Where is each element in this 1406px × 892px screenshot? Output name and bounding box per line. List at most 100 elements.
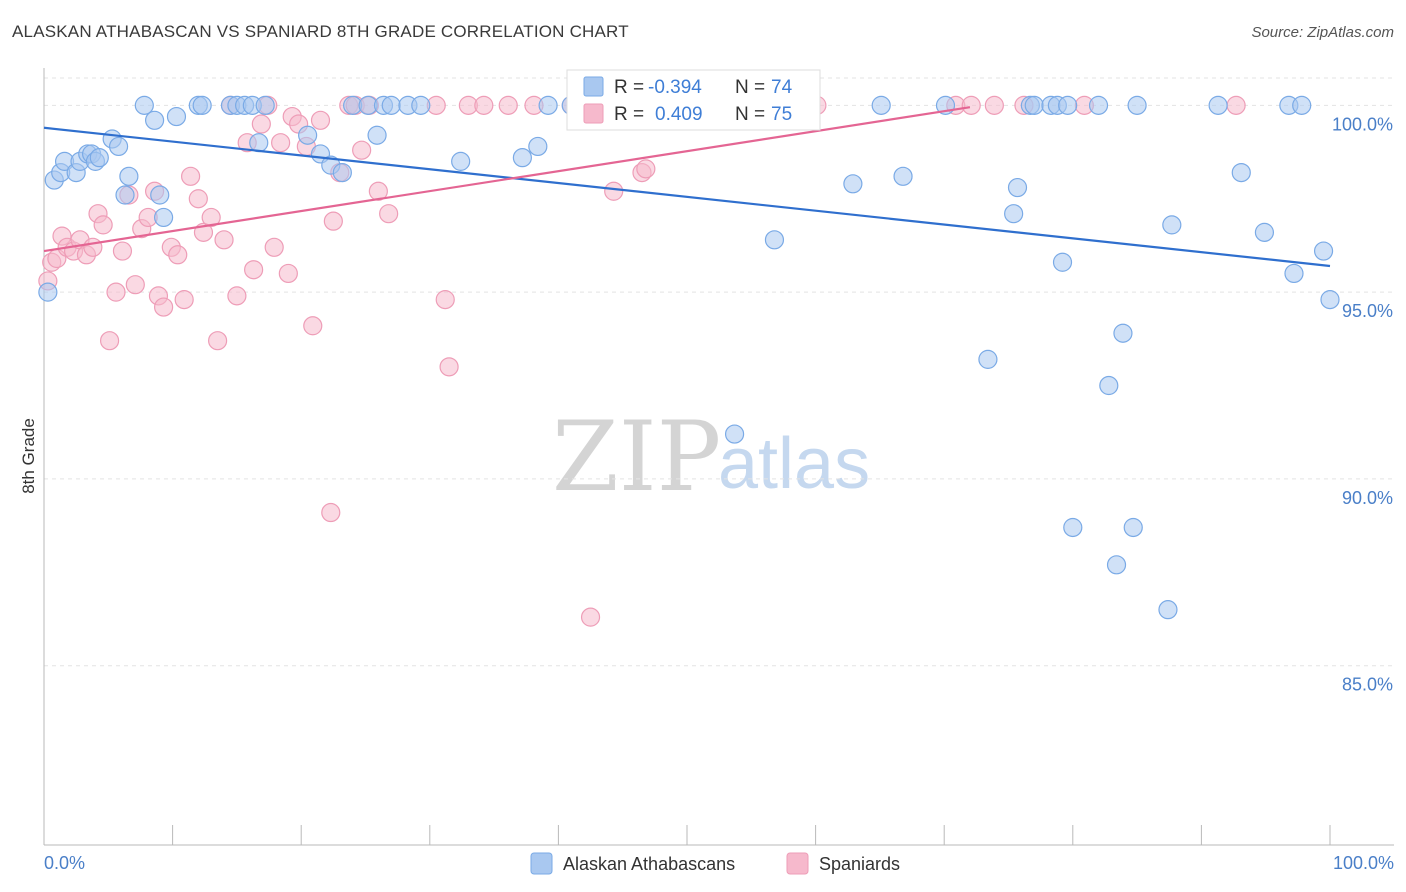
athabascans-point <box>512 148 532 168</box>
athabascans-point <box>1099 375 1119 396</box>
spaniards-point <box>435 290 455 310</box>
athabascans-point <box>144 110 165 130</box>
athabascans-point <box>381 95 401 115</box>
y-tick-label: 90.0% <box>1342 488 1393 508</box>
athabascans-point <box>89 148 109 168</box>
athabascans-point <box>367 125 387 145</box>
athabascans-point <box>893 166 913 186</box>
spaniards-point <box>83 237 103 257</box>
athabascans-point <box>871 95 891 115</box>
spaniards-point <box>264 237 284 257</box>
athabascans-point <box>1063 517 1083 538</box>
legend-r-label-2: R = <box>614 104 644 125</box>
athabascans-point <box>1313 241 1334 261</box>
series-legend: Alaskan Athabascans Spaniards <box>530 852 900 875</box>
athabascans-point <box>150 185 170 205</box>
athabascans-point <box>843 174 863 194</box>
spaniards-point <box>310 110 331 130</box>
athabascans-trend-line <box>43 126 1331 268</box>
athabascans-point <box>1058 95 1078 115</box>
spaniards-point <box>125 275 145 295</box>
athabascans-point <box>166 106 187 127</box>
bottom-legend-swatch-athabascans <box>530 852 553 875</box>
chart-title: ALASKAN ATHABASCAN VS SPANIARD 8TH GRADE… <box>12 22 629 41</box>
spaniards-point <box>580 607 601 627</box>
athabascans-point <box>451 151 471 171</box>
spaniards-point <box>153 297 174 317</box>
athabascans-point <box>255 95 275 115</box>
y-tick-label: 85.0% <box>1342 675 1393 695</box>
athabascans-points <box>38 95 1340 620</box>
athabascans-point <box>153 207 174 228</box>
spaniards-point <box>352 140 372 160</box>
spaniards-point <box>181 166 201 186</box>
athabascans-point <box>108 136 129 157</box>
spaniards-point <box>208 331 228 351</box>
athabascans-point <box>1254 222 1275 242</box>
spaniards-point <box>278 263 298 284</box>
y-tick-label: 100.0% <box>1332 114 1393 134</box>
spaniards-point <box>112 241 133 261</box>
spaniards-point <box>474 95 494 115</box>
spaniards-trend-line <box>43 106 971 253</box>
athabascans-point <box>1024 95 1044 115</box>
athabascans-point <box>249 133 269 153</box>
spaniards-point <box>168 245 188 265</box>
athabascans-point <box>1088 95 1109 115</box>
athabascans-point <box>724 424 745 444</box>
spaniards-point <box>271 133 291 153</box>
athabascans-point <box>764 230 785 250</box>
legend-n-value-1: 74 <box>771 77 793 98</box>
spaniards-point <box>99 331 120 351</box>
athabascans-point <box>1158 600 1178 620</box>
spaniards-point <box>961 95 981 115</box>
athabascans-point <box>115 185 135 205</box>
bottom-legend-swatch-spaniards <box>786 852 809 875</box>
spaniards-point <box>214 230 234 250</box>
athabascans-point <box>1231 162 1251 183</box>
athabascans-point <box>134 95 154 115</box>
stats-legend: R = -0.394 N = 74 R = 0.409 N = 75 <box>566 69 821 131</box>
athabascans-point <box>332 162 352 183</box>
athabascans-point <box>538 95 558 115</box>
athabascans-point <box>298 125 318 145</box>
spaniards-point <box>439 357 459 377</box>
legend-n-label-1: N = <box>735 77 765 98</box>
athabascans-point <box>1208 95 1228 115</box>
spaniards-point <box>251 114 271 134</box>
athabascans-point <box>1052 252 1073 272</box>
legend-n-label-2: N = <box>735 104 765 125</box>
axes <box>43 68 1394 846</box>
athabascans-point <box>978 349 998 369</box>
athabascans-point <box>1162 215 1182 235</box>
gridlines <box>44 77 1394 667</box>
legend-r-label-1: R = <box>614 77 644 98</box>
spaniards-point <box>323 211 343 231</box>
spaniards-point <box>368 181 388 201</box>
spaniards-point <box>604 181 624 201</box>
spaniards-point <box>321 502 341 523</box>
athabascans-point <box>411 95 431 115</box>
athabascans-point <box>1320 290 1340 310</box>
athabascans-point <box>1127 95 1147 115</box>
bottom-legend-label-athabascans: Alaskan Athabascans <box>563 854 735 874</box>
spaniards-point <box>1226 95 1246 115</box>
spaniards-point <box>106 282 126 302</box>
stats-legend-box <box>566 69 821 131</box>
x-axis-ticks <box>43 825 1331 845</box>
legend-r-value-1: -0.394 <box>648 77 702 98</box>
y-tick-label: 95.0% <box>1342 301 1393 321</box>
athabascans-point <box>528 136 548 157</box>
legend-swatch-athabascans <box>583 76 604 97</box>
athabascans-point <box>1106 555 1127 575</box>
athabascans-point <box>119 166 139 186</box>
y-axis-label: 8th Grade <box>19 418 38 494</box>
spaniards-point <box>174 290 194 310</box>
spaniards-point <box>201 207 221 228</box>
athabascans-point <box>38 282 58 302</box>
legend-n-value-2: 75 <box>771 104 792 125</box>
spaniards-point <box>188 189 208 209</box>
athabascans-point <box>1007 177 1028 198</box>
x-tick-label-min: 0.0% <box>44 853 85 873</box>
